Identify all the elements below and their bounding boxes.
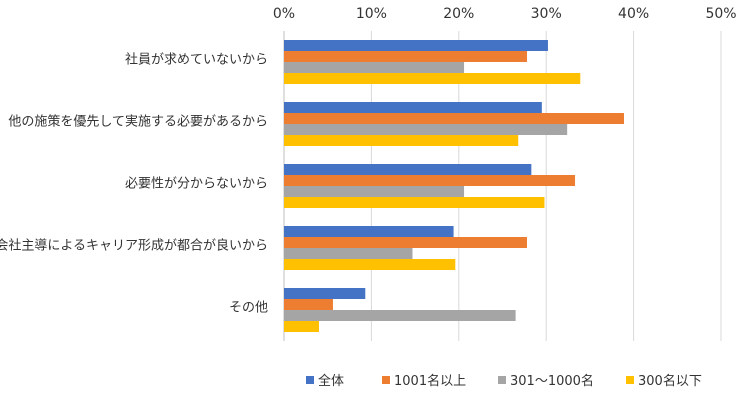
bar (284, 51, 527, 62)
bar (284, 73, 581, 84)
legend-label: 301～1000名 (510, 373, 594, 389)
x-tick-label: 0% (273, 6, 295, 22)
bar (284, 288, 366, 299)
legend-label: 全体 (318, 373, 344, 389)
legend-label: 300名以下 (638, 373, 702, 389)
bar (284, 175, 576, 186)
legend-swatch (382, 376, 390, 384)
bar (284, 237, 527, 248)
bar (284, 102, 542, 113)
bar (284, 113, 624, 124)
x-axis-ticks: 0% 10% 20% 30% 40% 50% (273, 6, 737, 22)
bar (284, 248, 413, 259)
bar (284, 164, 532, 175)
category-label: その他 (229, 301, 268, 316)
category-label: 会社主導によるキャリア形成が都合が良いから (0, 238, 268, 254)
legend-swatch (498, 376, 506, 384)
category-label: 必要性が分からないから (125, 177, 268, 192)
x-tick-label: 40% (618, 6, 649, 22)
x-tick-label: 10% (356, 6, 387, 22)
bar (284, 62, 465, 73)
category-labels: 社員が求めていないから他の施策を優先して実施する必要があるから必要性が分からない… (0, 52, 268, 316)
bar (284, 135, 519, 146)
bar (284, 40, 548, 51)
bars (284, 40, 624, 332)
legend-swatch (306, 376, 314, 384)
x-tick-label: 50% (705, 6, 736, 22)
bar (284, 124, 568, 135)
bar (284, 321, 319, 332)
x-tick-label: 20% (443, 6, 474, 22)
bar (284, 259, 456, 270)
legend-swatch (626, 376, 634, 384)
bar (284, 226, 454, 237)
legend-label: 1001名以上 (394, 373, 466, 389)
x-tick-label: 30% (531, 6, 562, 22)
legend: 全体 1001名以上 301～1000名 300名以下 (306, 373, 702, 389)
bar (284, 299, 333, 310)
bar (284, 310, 516, 321)
category-label: 社員が求めていないから (125, 52, 268, 68)
bar (284, 186, 465, 197)
bar (284, 197, 545, 208)
category-label: 他の施策を優先して実施する必要があるから (8, 114, 268, 130)
